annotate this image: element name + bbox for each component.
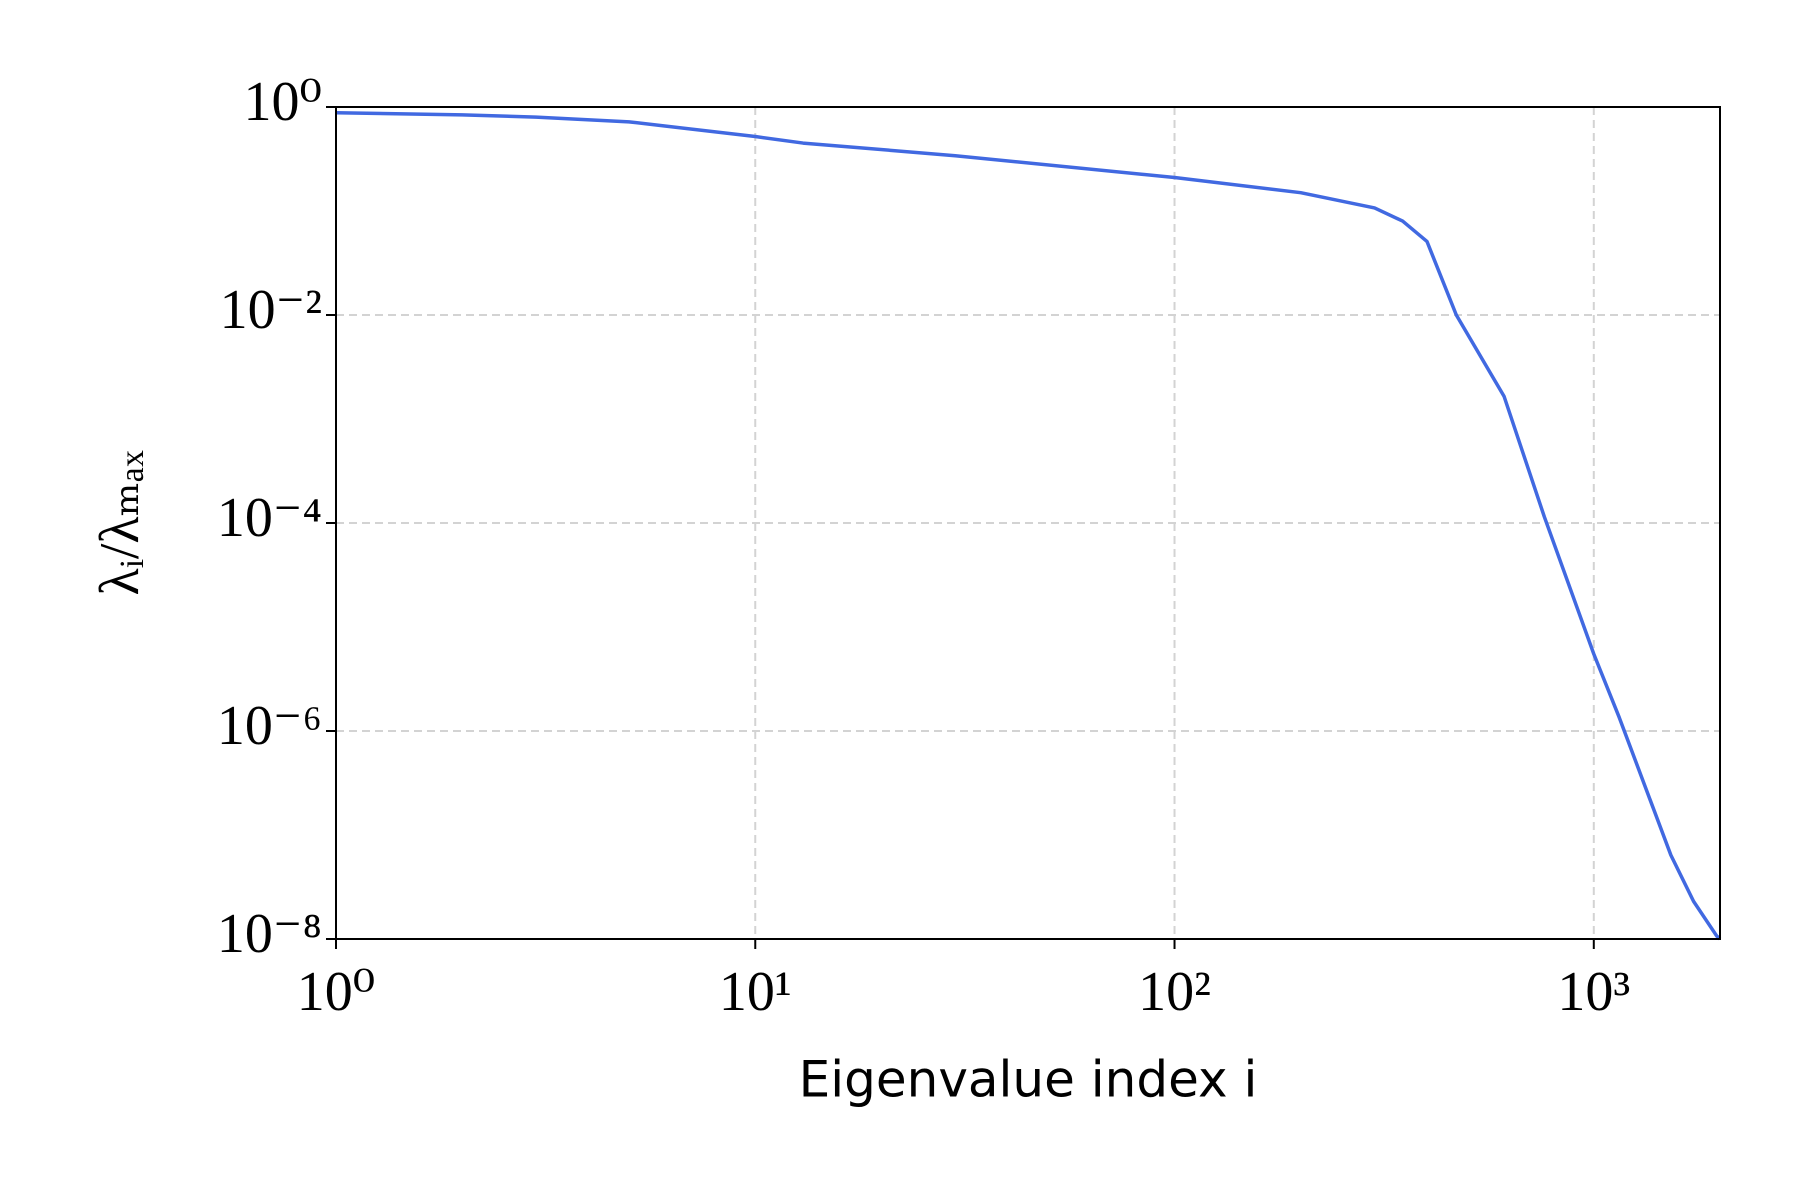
y-tick-label: 10⁻⁸ — [217, 903, 322, 965]
x-tick-label: 10³ — [1557, 961, 1630, 1023]
y-tick-label: 10⁻⁴ — [217, 487, 322, 549]
plot-frame — [335, 106, 1721, 940]
y-tick-label: 10⁻⁶ — [217, 695, 322, 757]
y-tick-label: 10⁻² — [220, 279, 322, 341]
x-tick-label: 10⁰ — [297, 961, 375, 1023]
data-line — [335, 111, 1722, 941]
x-tick-label: 10¹ — [719, 961, 792, 1023]
y-axis-label: λᵢ/λₘₐₓ — [89, 450, 151, 596]
x-axis-label: Eigenvalue index i — [799, 1051, 1258, 1109]
y-tick-label: 10⁰ — [244, 71, 322, 133]
x-tick-label: 10² — [1138, 961, 1211, 1023]
